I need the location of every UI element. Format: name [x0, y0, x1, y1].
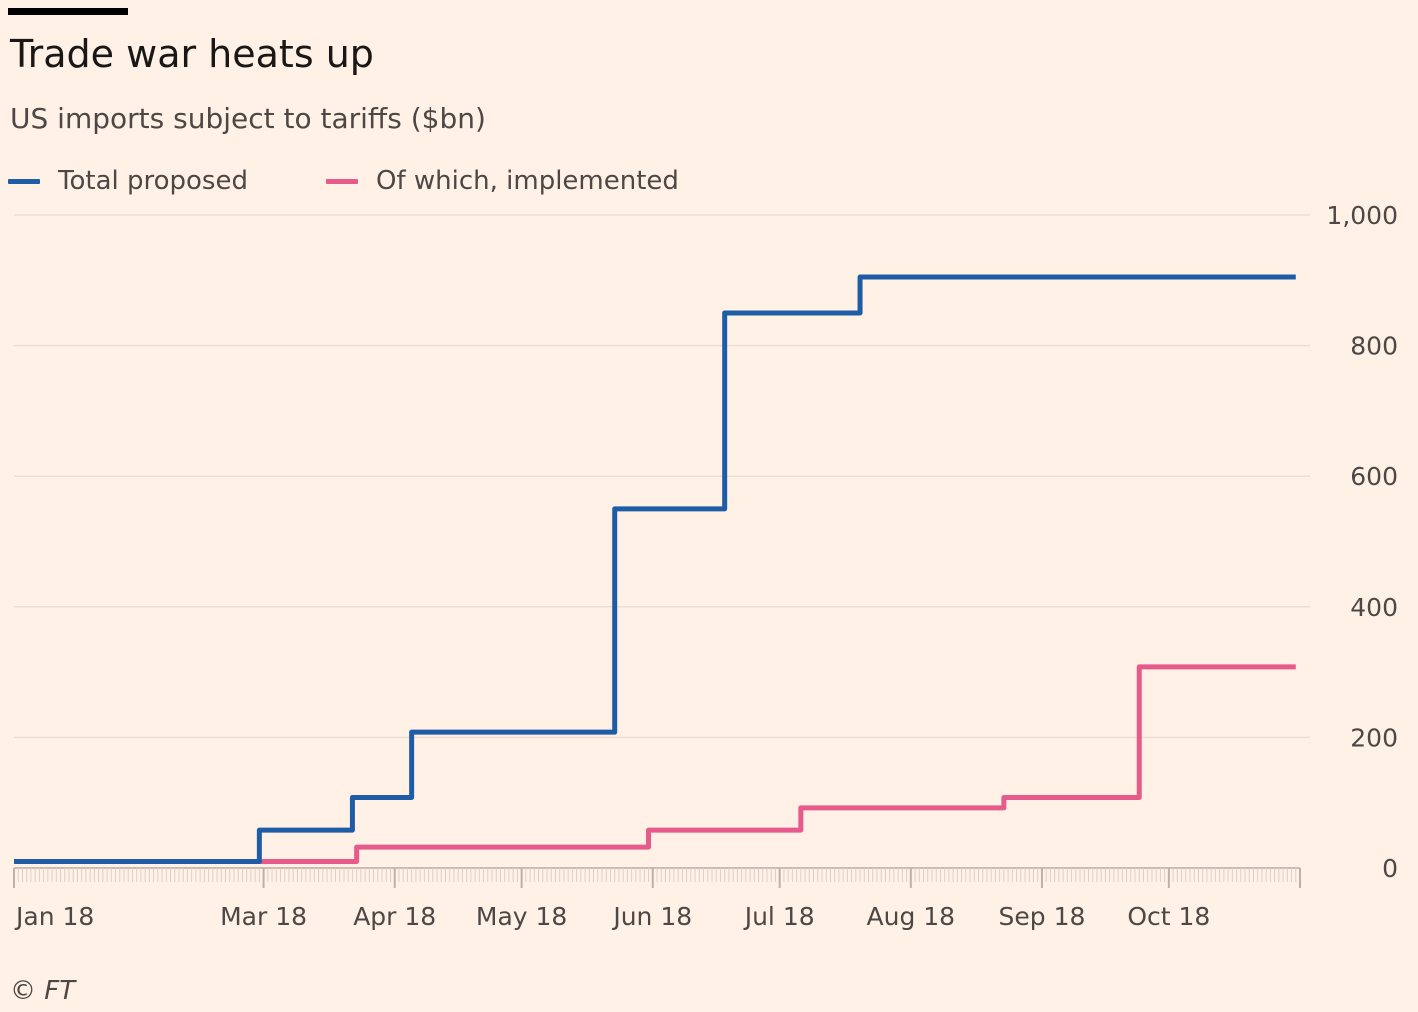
chart-credit: © FT — [10, 976, 76, 1006]
y-tick-label: 0 — [1382, 854, 1398, 883]
x-tick-label: Jun 18 — [611, 902, 692, 931]
y-tick-label: 800 — [1350, 332, 1398, 361]
series-line-implemented — [14, 664, 1296, 864]
legend-label-total-proposed: Total proposed — [58, 166, 248, 196]
x-tick-label: Sep 18 — [999, 902, 1086, 931]
title-rule — [8, 8, 128, 15]
x-tick-label: Jan 18 — [14, 902, 94, 931]
x-tick-label: Aug 18 — [867, 902, 956, 931]
y-tick-label: 200 — [1350, 723, 1398, 752]
y-tick-label: 1,000 — [1326, 201, 1398, 230]
series-line-total-proposed — [14, 274, 1296, 864]
legend-item-total-proposed: Total proposed — [8, 166, 248, 196]
x-tick-label: May 18 — [476, 902, 567, 931]
chart-title: Trade war heats up — [10, 32, 374, 76]
x-tick-label: Apr 18 — [353, 902, 436, 931]
legend-swatch-total-proposed — [8, 178, 40, 184]
legend-label-implemented: Of which, implemented — [376, 166, 679, 196]
y-tick-label: 600 — [1350, 462, 1398, 491]
y-tick-label: 400 — [1350, 593, 1398, 622]
legend-item-implemented: Of which, implemented — [326, 166, 679, 196]
x-tick-label: Mar 18 — [220, 902, 307, 931]
x-tick-label: Jul 18 — [743, 902, 815, 931]
legend-swatch-implemented — [326, 178, 358, 184]
x-minor-ticks — [13, 868, 1301, 882]
x-tick-label: Oct 18 — [1127, 902, 1210, 931]
chart-subtitle: US imports subject to tariffs ($bn) — [10, 102, 486, 135]
